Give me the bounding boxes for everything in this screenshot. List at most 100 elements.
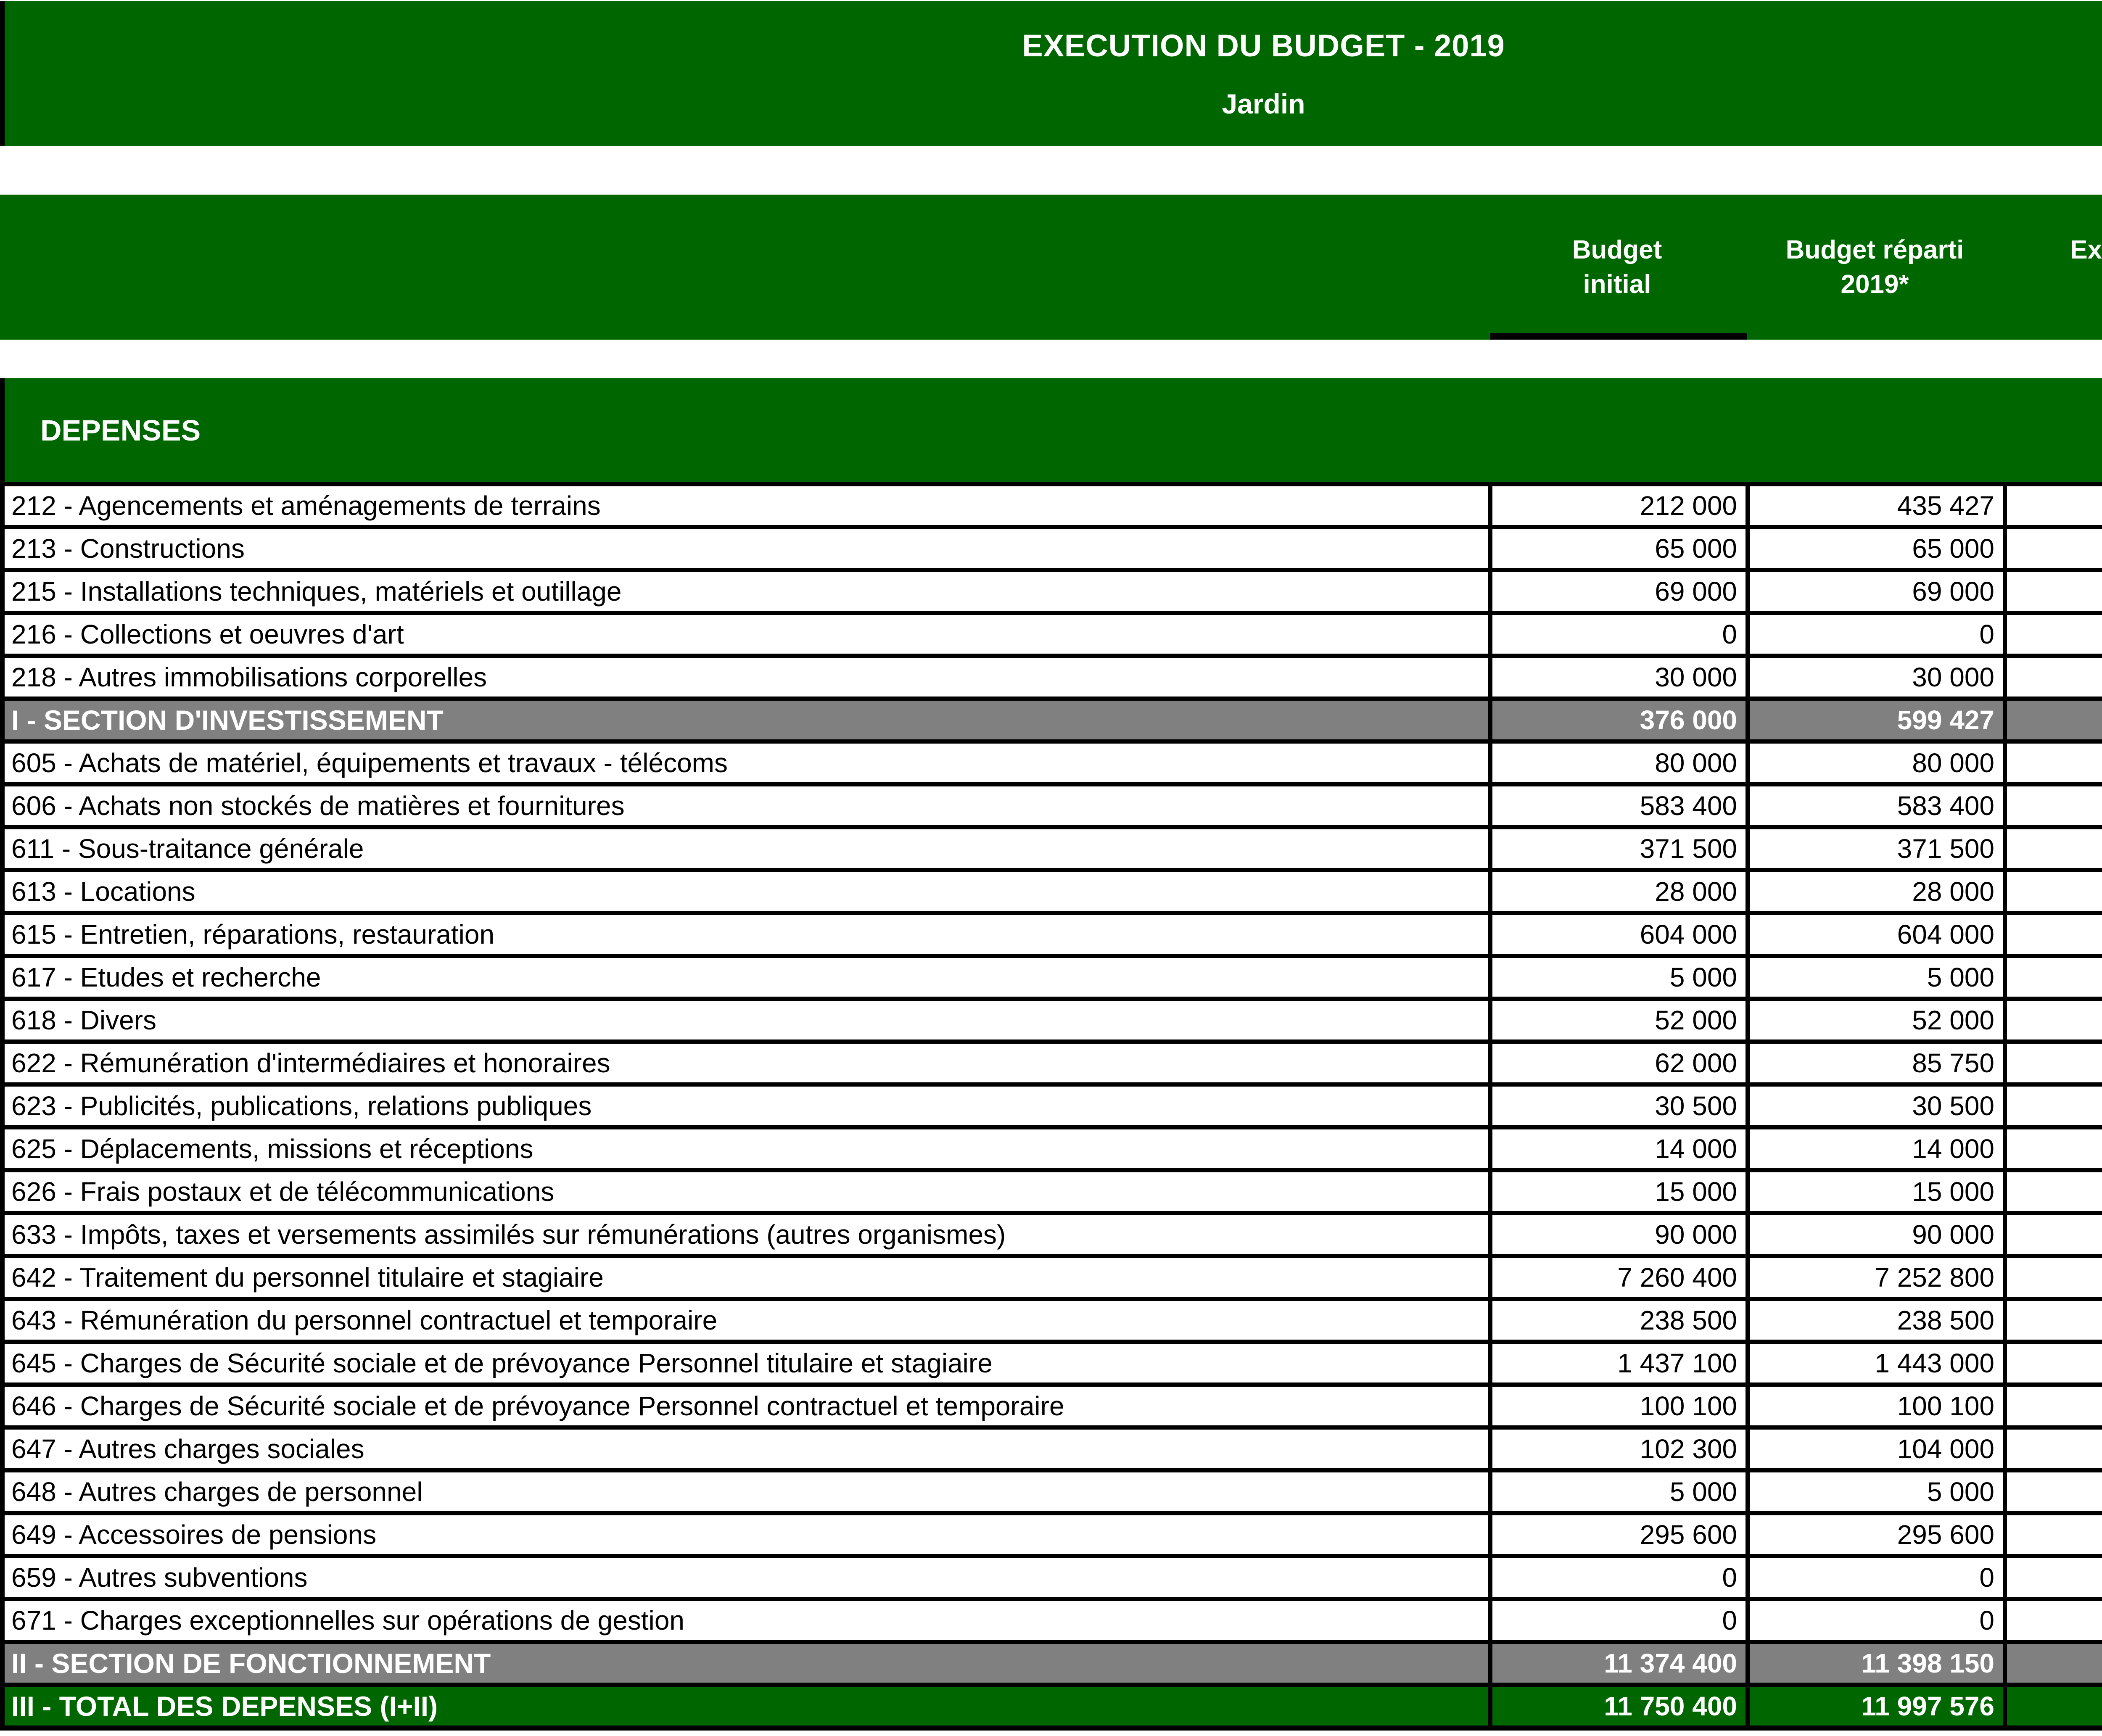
cell-budget-initial: 30 000 bbox=[1488, 658, 1746, 697]
table-row: 617 - Etudes et recherche 5 000 5 000 54… bbox=[5, 954, 2102, 997]
section-header-depenses: DEPENSES bbox=[0, 378, 2102, 482]
cell-budget-initial: 62 000 bbox=[1488, 1044, 1746, 1082]
row-label: 625 - Déplacements, missions et réceptio… bbox=[11, 1134, 533, 1164]
table-row: 618 - Divers 52 000 52 000 28 551 54,90% bbox=[5, 997, 2102, 1039]
cell-budget-reparti: 69 000 bbox=[1746, 572, 2003, 611]
cell-budget-initial: 238 500 bbox=[1488, 1301, 1746, 1340]
cell-execution: 0 bbox=[2003, 1472, 2102, 1511]
cell-budget-initial: 15 000 bbox=[1488, 1172, 1746, 1211]
table-row: 213 - Constructions 65 000 65 000 40 951… bbox=[5, 525, 2102, 568]
cell-budget-initial: 371 500 bbox=[1488, 829, 1746, 868]
cell-budget-reparti: 599 427 bbox=[1746, 701, 2003, 739]
cell-budget-initial: 5 000 bbox=[1488, 1472, 1746, 1511]
cell-budget-initial: 69 000 bbox=[1488, 572, 1746, 611]
budget-initial-underline bbox=[1490, 333, 1747, 340]
row-label: 642 - Traitement du personnel titulaire … bbox=[11, 1262, 604, 1293]
table-row: 647 - Autres charges sociales 102 300 10… bbox=[5, 1425, 2102, 1468]
row-label: 623 - Publicités, publications, relation… bbox=[11, 1091, 592, 1121]
cell-budget-reparti: 1 443 000 bbox=[1746, 1344, 2003, 1382]
cell-execution: 10 405 197 bbox=[2003, 1644, 2102, 1683]
table-row: 633 - Impôts, taxes et versements assimi… bbox=[5, 1211, 2102, 1254]
cell-execution: 0 bbox=[2003, 1601, 2102, 1640]
table-row: 648 - Autres charges de personnel 5 000 … bbox=[5, 1468, 2102, 1511]
cell-budget-reparti: 100 100 bbox=[1746, 1387, 2003, 1425]
table-row: 623 - Publicités, publications, relation… bbox=[5, 1082, 2102, 1125]
row-label: 649 - Accessoires de pensions bbox=[11, 1520, 377, 1550]
budget-table: 212 - Agencements et aménagements de ter… bbox=[0, 482, 2102, 1731]
cell-budget-reparti: 435 427 bbox=[1746, 486, 2003, 525]
cell-budget-reparti: 28 000 bbox=[1746, 872, 2003, 911]
row-label: 647 - Autres charges sociales bbox=[11, 1434, 364, 1464]
row-label: 218 - Autres immobilisations corporelles bbox=[11, 662, 487, 692]
table-row: 643 - Rémunération du personnel contract… bbox=[5, 1297, 2102, 1340]
cell-budget-initial: 0 bbox=[1488, 1601, 1746, 1640]
table-row: 606 - Achats non stockés de matières et … bbox=[5, 782, 2102, 825]
cell-budget-reparti: 5 000 bbox=[1746, 958, 2003, 997]
cell-execution: 143 878 bbox=[2003, 572, 2102, 611]
cell-execution: 429 534 bbox=[2003, 915, 2102, 954]
cell-execution: 529 861 bbox=[2003, 786, 2102, 825]
cell-budget-reparti: 5 000 bbox=[1746, 1472, 2003, 1511]
table-row: III - TOTAL DES DEPENSES (I+II) 11 750 4… bbox=[5, 1683, 2102, 1725]
cell-budget-initial: 11 750 400 bbox=[1488, 1687, 1746, 1725]
table-row: 642 - Traitement du personnel titulaire … bbox=[5, 1254, 2102, 1297]
cell-budget-initial: 30 500 bbox=[1488, 1087, 1746, 1125]
table-row: 215 - Installations techniques, matériel… bbox=[5, 568, 2102, 611]
cell-budget-reparti: 30 500 bbox=[1746, 1087, 2003, 1125]
table-row: 218 - Autres immobilisations corporelles… bbox=[5, 654, 2102, 697]
row-label: 216 - Collections et oeuvres d'art bbox=[11, 619, 404, 649]
cell-budget-reparti: 15 000 bbox=[1746, 1172, 2003, 1211]
table-row: II - SECTION DE FONCTIONNEMENT 11 374 40… bbox=[5, 1640, 2102, 1683]
table-row: 626 - Frais postaux et de télécommunicat… bbox=[5, 1168, 2102, 1211]
row-label: 659 - Autres subventions bbox=[11, 1562, 308, 1593]
row-label: 622 - Rémunération d'intermédiaires et h… bbox=[11, 1048, 610, 1078]
cell-execution: 388 639 bbox=[2003, 701, 2102, 739]
cell-budget-reparti: 0 bbox=[1746, 615, 2003, 654]
cell-budget-initial: 100 100 bbox=[1488, 1387, 1746, 1425]
cell-budget-initial: 14 000 bbox=[1488, 1129, 1746, 1168]
row-label: 633 - Impôts, taxes et versements assimi… bbox=[11, 1219, 1006, 1250]
cell-budget-initial: 7 260 400 bbox=[1488, 1258, 1746, 1297]
table-row: 216 - Collections et oeuvres d'art 0 0 0… bbox=[5, 611, 2102, 654]
row-label: 626 - Frais postaux et de télécommunicat… bbox=[11, 1177, 555, 1207]
cell-budget-reparti: 65 000 bbox=[1746, 529, 2003, 568]
cell-execution: 0 bbox=[2003, 1558, 2102, 1597]
cell-execution: 81 979 bbox=[2003, 1215, 2102, 1254]
cell-budget-reparti: 7 252 800 bbox=[1746, 1258, 2003, 1297]
cell-budget-reparti: 85 750 bbox=[1746, 1044, 2003, 1082]
column-header-budget-initial: Budget initial bbox=[1572, 235, 1662, 299]
page-title: EXECUTION DU BUDGET - 2019 bbox=[1022, 28, 1505, 63]
row-label: 615 - Entretien, réparations, restaurati… bbox=[11, 919, 495, 950]
table-row: 671 - Charges exceptionnelles sur opérat… bbox=[5, 1597, 2102, 1640]
row-label: 618 - Divers bbox=[11, 1005, 156, 1035]
cell-execution: 31 750 bbox=[2003, 744, 2102, 782]
row-label: 212 - Agencements et aménagements de ter… bbox=[11, 491, 601, 521]
cell-execution: 347 502 bbox=[2003, 829, 2102, 868]
cell-budget-initial: 583 400 bbox=[1488, 786, 1746, 825]
table-row: 625 - Déplacements, missions et réceptio… bbox=[5, 1125, 2102, 1168]
section-header-label: DEPENSES bbox=[40, 414, 201, 447]
row-label: 605 - Achats de matériel, équipements et… bbox=[11, 748, 728, 778]
row-label: 213 - Constructions bbox=[11, 533, 245, 564]
cell-budget-initial: 28 000 bbox=[1488, 872, 1746, 911]
cell-budget-reparti: 0 bbox=[1746, 1558, 2003, 1597]
cell-execution: 11 520 bbox=[2003, 658, 2102, 697]
cell-budget-initial: 604 000 bbox=[1488, 915, 1746, 954]
table-row: 649 - Accessoires de pensions 295 600 29… bbox=[5, 1511, 2102, 1554]
table-row: 605 - Achats de matériel, équipements et… bbox=[5, 739, 2102, 782]
row-label: 606 - Achats non stockés de matières et … bbox=[11, 791, 625, 821]
cell-execution: 192 291 bbox=[2003, 486, 2102, 525]
cell-budget-reparti: 11 398 150 bbox=[1746, 1644, 2003, 1683]
cell-execution: 6 848 522 bbox=[2003, 1258, 2102, 1297]
cell-budget-reparti: 371 500 bbox=[1746, 829, 2003, 868]
row-label: I - SECTION D'INVESTISSEMENT bbox=[11, 704, 444, 736]
row-label: II - SECTION DE FONCTIONNEMENT bbox=[11, 1648, 491, 1679]
row-label: 215 - Installations techniques, matériel… bbox=[11, 576, 622, 607]
table-row: 611 - Sous-traitance générale 371 500 37… bbox=[5, 825, 2102, 868]
row-label: 611 - Sous-traitance générale bbox=[11, 834, 364, 864]
cell-execution: 29 546 bbox=[2003, 1044, 2102, 1082]
cell-execution: 0 bbox=[2003, 615, 2102, 654]
page-subtitle: Jardin bbox=[1222, 88, 1305, 119]
column-header-spacer bbox=[0, 195, 1488, 340]
